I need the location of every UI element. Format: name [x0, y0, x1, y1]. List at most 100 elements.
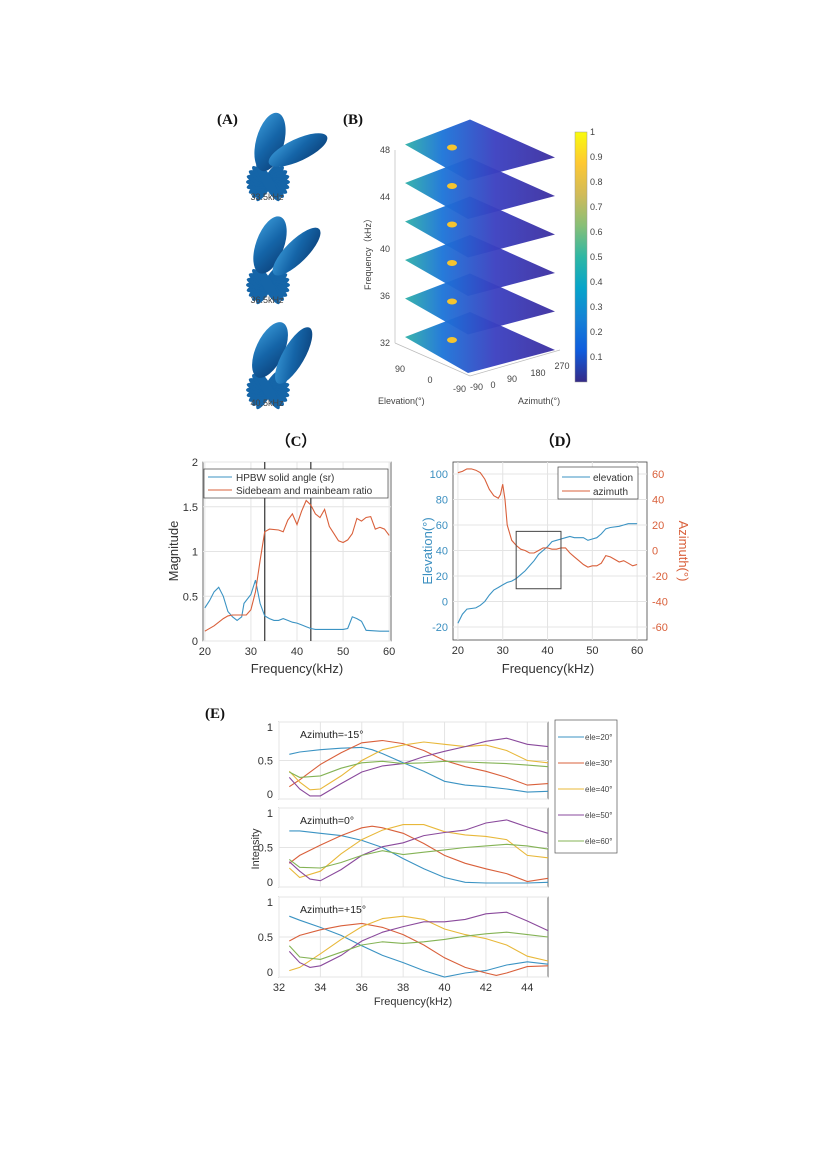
colorbar-tick: 0.5 — [590, 252, 603, 262]
e-series-0 — [289, 746, 549, 793]
d-y-tick: 20 — [436, 571, 448, 583]
e-subplot-2: 32 34 36 38 40 42 44 0 0.5 1 Azimuth=+15° — [258, 896, 549, 994]
e-y-tick: 1 — [267, 808, 273, 820]
heatmap-slice — [405, 196, 555, 258]
heatmap-hotspot — [447, 337, 457, 343]
d-x-tick: 30 — [497, 645, 509, 657]
d-y-tick: 80 — [436, 494, 448, 506]
panel-d-label: （D） — [540, 432, 581, 450]
d-y-right-axis-label: Azimuth(°) — [676, 521, 691, 582]
d-highlight-box — [515, 530, 562, 590]
heatmap-slice — [405, 235, 555, 296]
d-x-tick: 60 — [631, 645, 643, 657]
e-series-2 — [289, 915, 549, 972]
second-lobe — [268, 133, 328, 167]
d-y-right-tick: 60 — [652, 469, 664, 481]
heatmap-slice — [405, 312, 555, 373]
c-y-tick: 0 — [192, 636, 198, 648]
colorbar-tick: 0.3 — [590, 302, 603, 312]
c-y-tick: 2 — [192, 457, 198, 469]
d-x-tick: 40 — [541, 645, 553, 657]
d-y-right-tick: -60 — [652, 622, 668, 634]
e-legend-entry: ele=40° — [585, 785, 612, 794]
heatmap-hotspot — [447, 183, 457, 189]
e-subplot-title: Azimuth=+15° — [300, 904, 366, 916]
d-y-tick: -20 — [432, 622, 448, 634]
e-x-tick: 44 — [521, 982, 533, 994]
c-legend-entry: HPBW solid angle (sr) — [236, 473, 334, 484]
c-y-tick: 0.5 — [183, 591, 198, 603]
e-series-2 — [288, 741, 549, 791]
d-series-azimuth — [457, 468, 638, 568]
c-y-tick: 1 — [192, 547, 198, 559]
e-y-axis-label: Intensity — [250, 828, 262, 869]
c-x-tick: 40 — [291, 646, 303, 658]
e-y-tick: 0 — [267, 967, 273, 979]
charts: 20 30 40 50 60 0 0.5 1 1.5 2 HPBW solid angle (sr)… — [166, 457, 691, 1008]
b-elevation-tick: 90 — [395, 364, 405, 374]
d-legend — [557, 466, 639, 500]
d-series-elevation — [457, 523, 638, 624]
e-y-tick: 0 — [267, 789, 273, 801]
colorbar-tick: 0.7 — [590, 202, 603, 212]
c-x-axis-label: Frequency(kHz) — [251, 661, 343, 676]
colorbar-tick: 0.9 — [590, 152, 603, 162]
b-frequency-axis-label: Frequency（kHz） — [363, 214, 373, 290]
e-y-tick: 1 — [267, 722, 273, 734]
d-y-tick: 100 — [430, 469, 448, 481]
beam-pattern-panel — [246, 112, 328, 410]
b-elevation-tick: 0 — [427, 375, 432, 385]
stacked-heatmap-panel: 32 36 40 44 48 90 0 -90 -90 0 90 180 270 1 0.9 0.8 0.7 0.… — [380, 119, 603, 394]
b-z-tick: 36 — [380, 291, 390, 301]
colorbar-tick: 0.2 — [590, 327, 603, 337]
e-legend-entry: ele=60° — [585, 837, 612, 846]
e-y-tick: 0.5 — [258, 932, 273, 944]
colorbar-tick: 0.6 — [590, 227, 603, 237]
beam-pattern-1 — [246, 216, 321, 305]
e-legend-entry: ele=30° — [585, 759, 612, 768]
panel-e-label: (E) — [205, 706, 225, 722]
main-lobe — [252, 322, 288, 378]
d-x-tick: 50 — [586, 645, 598, 657]
e-x-tick: 32 — [273, 982, 285, 994]
b-z-tick: 48 — [380, 145, 390, 155]
c-legend-entry: Sidebeam and mainbeam ratio — [236, 486, 373, 497]
e-legend — [554, 719, 618, 854]
d-y-tick: 60 — [436, 520, 448, 532]
b-elevation-tick: -90 — [453, 384, 466, 394]
d-y-right-tick: -40 — [652, 596, 668, 608]
e-series-3 — [288, 819, 549, 882]
c-series-1 — [204, 499, 390, 632]
c-x-tick: 60 — [383, 646, 395, 658]
e-legend-entry: ele=20° — [585, 733, 612, 742]
e-x-tick: 38 — [397, 982, 409, 994]
chart-c: 20 30 40 50 60 0 0.5 1 1.5 2 HPBW solid angle (sr)… — [166, 457, 395, 676]
panel-a-label: (A) — [217, 112, 238, 128]
chart-e: 0 0.5 1 Azimuth=-15° 0 0.5 1 Azimuth=0° 32 34 36 38… — [250, 719, 618, 1008]
d-y-right-tick: 40 — [652, 494, 664, 506]
d-y-axis-label: Elevation(°) — [420, 517, 435, 584]
e-x-axis-label: Frequency(kHz) — [374, 996, 452, 1008]
d-legend-entry: elevation — [593, 473, 633, 484]
e-series-4 — [288, 931, 549, 960]
second-lobe — [272, 227, 321, 276]
heatmap-slice — [405, 158, 555, 219]
b-z-tick: 44 — [380, 192, 390, 202]
b-azimuth-axis-label: Azimuth(°) — [518, 396, 560, 406]
b-azimuth-tick: 180 — [530, 368, 545, 378]
b-azimuth-tick: 90 — [507, 374, 517, 384]
d-y-right-tick: -20 — [652, 571, 668, 583]
d-y-right-tick: 20 — [652, 520, 664, 532]
e-x-tick: 42 — [480, 982, 492, 994]
e-series-1 — [288, 825, 549, 883]
d-x-axis-label: Frequency(kHz) — [502, 661, 594, 676]
c-x-tick: 50 — [337, 646, 349, 658]
side-lobe — [256, 370, 280, 410]
heatmap-hotspot — [447, 260, 457, 266]
panel-c-label: （C） — [276, 432, 317, 450]
e-subplot-title: Azimuth=-15° — [300, 729, 363, 741]
heatmap-slice — [405, 119, 555, 181]
d-y-tick: 0 — [442, 596, 448, 608]
